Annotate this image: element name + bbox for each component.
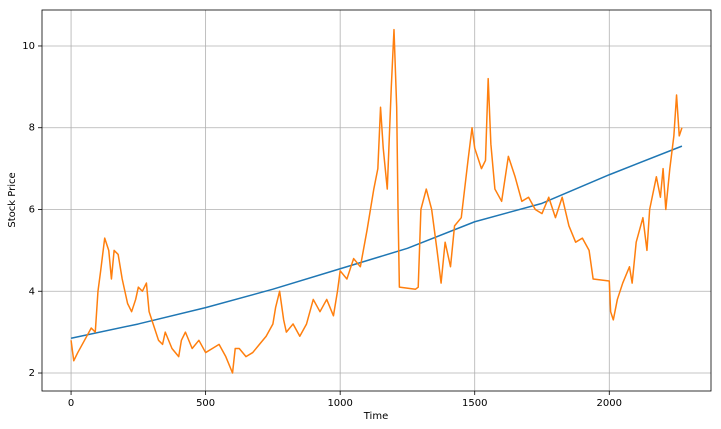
x-axis-label: Time (363, 411, 388, 422)
x-tick-label: 1500 (462, 398, 487, 409)
line-series (70, 145, 683, 339)
y-tick-label: 2 (29, 368, 35, 379)
x-tick-label: 1000 (327, 398, 352, 409)
plot-frame (41, 9, 712, 392)
x-tick-label: 500 (196, 398, 215, 409)
y-tick-label: 8 (29, 123, 35, 134)
line-series (70, 28, 683, 374)
x-tick-label: 2000 (597, 398, 622, 409)
y-tick-label: 10 (22, 41, 35, 52)
y-tick-label: 6 (29, 204, 35, 215)
y-axis-label: Stock Price (7, 172, 18, 227)
y-tick-label: 4 (29, 286, 35, 297)
x-tick-label: 0 (68, 398, 74, 409)
